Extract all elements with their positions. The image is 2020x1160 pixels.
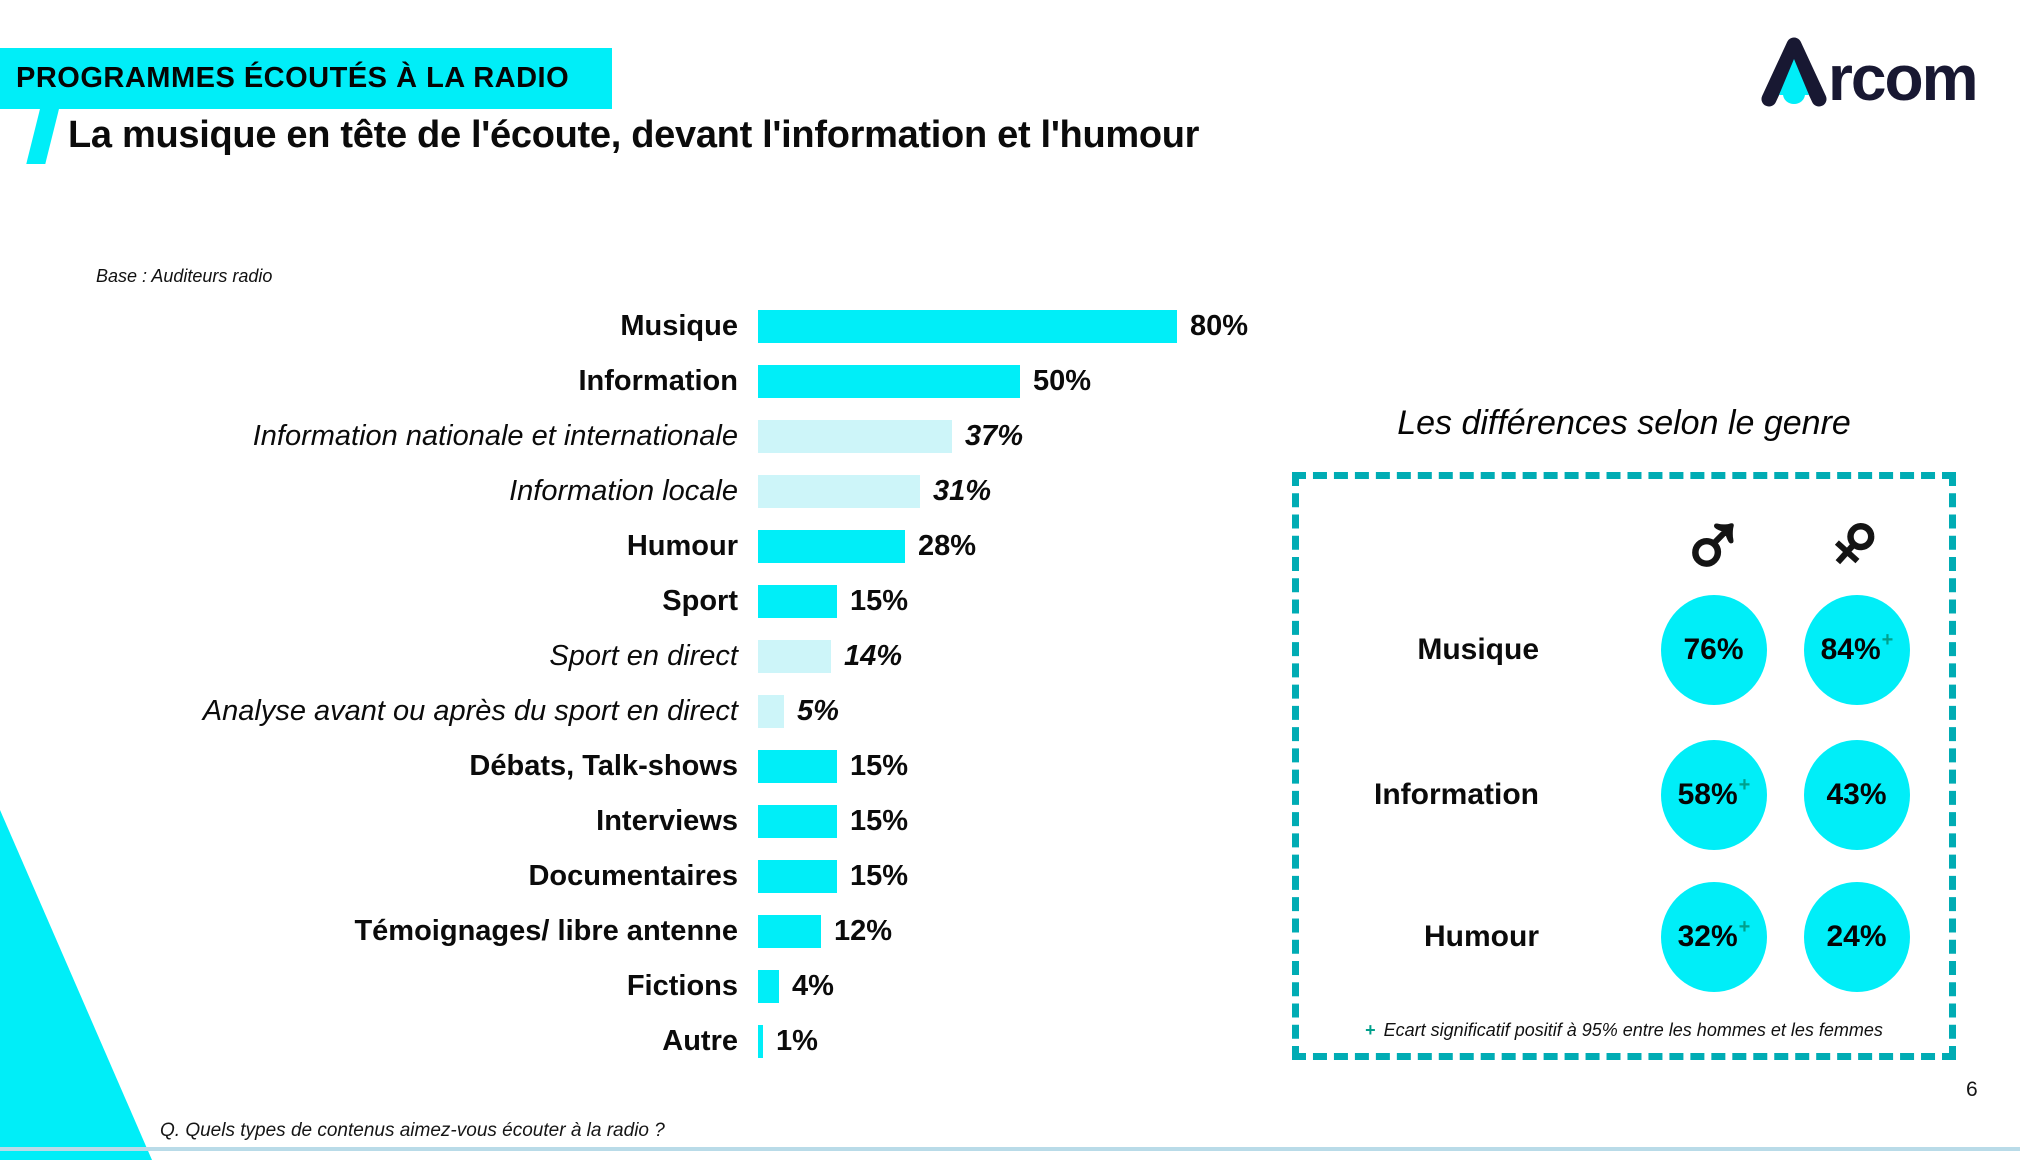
chart-row: Information locale 31%: [0, 464, 1285, 519]
category-label: Sport: [662, 585, 738, 617]
chart-row: Autre 1%: [0, 1014, 1285, 1069]
chart-row: Interviews 15%: [0, 794, 1285, 849]
category-label: Information: [578, 365, 739, 397]
male-value: 32%: [1677, 920, 1738, 953]
page-title: La musique en tête de l'écoute, devant l…: [68, 114, 1200, 156]
significance-plus: +: [1738, 773, 1751, 796]
bar-value: 1%: [776, 1025, 818, 1057]
category-label: Fictions: [626, 970, 738, 1002]
bar: [758, 805, 837, 838]
male-icon: ♂: [1677, 490, 1749, 595]
category-label: Sport en direct: [549, 640, 738, 672]
gender-row: Musique 76% 84% +: [1299, 595, 1949, 705]
bar: [758, 365, 1020, 398]
chart-row: Débats, Talk-shows 15%: [0, 739, 1285, 794]
bar-value: 31%: [933, 475, 992, 507]
category-label: Autre: [662, 1025, 738, 1057]
chart-row: Humour 28%: [0, 519, 1285, 574]
chart-row: Sport en direct 14%: [0, 629, 1285, 684]
chart-row: Fictions 4%: [0, 959, 1285, 1014]
survey-question: Q. Quels types de contenus aimez-vous éc…: [160, 1120, 665, 1141]
chart-row: Sport 15%: [0, 574, 1285, 629]
bottom-border-line: [0, 1147, 2020, 1151]
female-value-circle: 24%: [1804, 882, 1910, 992]
category-label: Débats, Talk-shows: [469, 750, 738, 782]
bar-value: 37%: [965, 420, 1024, 452]
bar: [758, 860, 837, 893]
chart-row: Analyse avant ou après du sport en direc…: [0, 684, 1285, 739]
male-value-circle: 32% +: [1661, 882, 1767, 992]
category-label: Information nationale et internationale: [252, 420, 738, 452]
gender-panel-footnote: + Ecart significatif positif à 95% entre …: [1299, 1020, 1949, 1041]
significance-plus: +: [1881, 628, 1894, 651]
bar: [758, 1025, 763, 1058]
section-badge-label: PROGRAMMES ÉCOUTÉS À LA RADIO: [16, 62, 570, 94]
page-number: 6: [1966, 1078, 1978, 1101]
category-label: Analyse avant ou après du sport en direc…: [202, 695, 738, 727]
bar: [758, 475, 920, 508]
significance-plus: +: [1738, 915, 1751, 938]
bar-value: 5%: [797, 695, 839, 727]
male-value: 76%: [1683, 633, 1744, 666]
gender-row: Information 58% + 43%: [1299, 740, 1949, 850]
male-value: 58%: [1677, 778, 1738, 811]
arcom-logo: rcom: [1756, 32, 1988, 114]
female-value: 24%: [1826, 920, 1887, 953]
bar-value: 4%: [792, 970, 834, 1002]
bar: [758, 695, 784, 728]
plus-icon: +: [1365, 1020, 1376, 1040]
female-value-circle: 43%: [1804, 740, 1910, 850]
bar: [758, 970, 779, 1003]
gender-panel: ♂ ♀ Musique 76% 84% + Information 58% + 43…: [1292, 472, 1956, 1060]
gender-panel-title: Les différences selon le genre: [1397, 404, 1851, 442]
bar: [758, 915, 821, 948]
base-note: Base : Auditeurs radio: [96, 266, 273, 286]
gender-row-label: Humour: [1424, 920, 1539, 953]
bar-value: 14%: [844, 640, 903, 672]
female-value-circle: 84% +: [1804, 595, 1910, 705]
gender-row-label: Musique: [1417, 633, 1539, 666]
bar-value: 15%: [850, 750, 909, 782]
category-label: Information locale: [509, 475, 738, 507]
bar: [758, 750, 837, 783]
chart-row: Information 50%: [0, 354, 1285, 409]
title-slash-accent: [26, 102, 61, 164]
gender-row-label: Information: [1374, 778, 1539, 811]
category-label: Humour: [626, 530, 738, 562]
male-value-circle: 76%: [1661, 595, 1767, 705]
svg-text:rcom: rcom: [1828, 42, 1977, 112]
bar: [758, 640, 831, 673]
bar-value: 15%: [850, 585, 909, 617]
arcom-logo-icon: rcom: [1761, 37, 1979, 114]
female-value: 84%: [1820, 633, 1881, 666]
bar: [758, 420, 952, 453]
chart-row: Documentaires 15%: [0, 849, 1285, 904]
bar-value: 15%: [850, 805, 909, 837]
bar-chart: Musique 80% Information 50% Information …: [0, 299, 1285, 1069]
bar: [758, 530, 905, 563]
bar-value: 50%: [1033, 365, 1092, 397]
category-label: Témoignages/ libre antenne: [354, 915, 738, 947]
category-label: Interviews: [596, 805, 738, 837]
bar-value: 15%: [850, 860, 909, 892]
bar: [758, 310, 1177, 343]
bar: [758, 585, 837, 618]
bar-value: 12%: [834, 915, 893, 947]
chart-row: Musique 80%: [0, 299, 1285, 354]
bar-value: 28%: [918, 530, 977, 562]
female-value: 43%: [1826, 778, 1887, 811]
category-label: Musique: [620, 310, 738, 342]
section-badge: PROGRAMMES ÉCOUTÉS À LA RADIO: [0, 48, 612, 109]
bar-value: 80%: [1190, 310, 1249, 342]
male-value-circle: 58% +: [1661, 740, 1767, 850]
gender-row: Humour 32% + 24%: [1299, 882, 1949, 992]
chart-row: Témoignages/ libre antenne 12%: [0, 904, 1285, 959]
footnote-text: Ecart significatif positif à 95% entre l…: [1383, 1020, 1883, 1040]
category-label: Documentaires: [528, 860, 738, 892]
chart-row: Information nationale et internationale …: [0, 409, 1285, 464]
